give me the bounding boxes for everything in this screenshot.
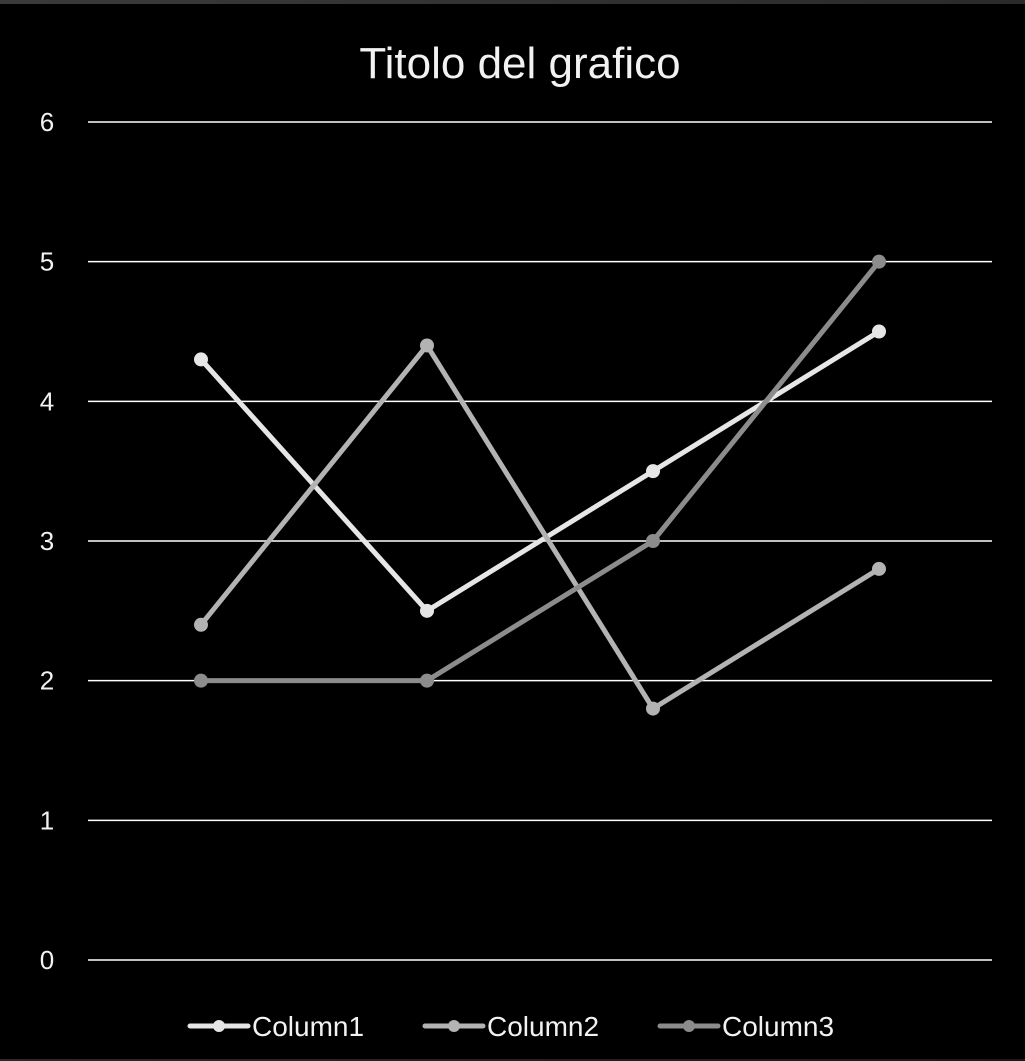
chart-title: Titolo del grafico: [359, 39, 680, 88]
data-point: [194, 617, 208, 632]
data-point: [872, 561, 886, 576]
legend: Column1 Column2 Column3: [187, 1011, 834, 1042]
legend-point-marker: [448, 1020, 460, 1032]
data-point: [194, 673, 208, 688]
y-tick-label: 0: [40, 945, 54, 975]
legend-item: Column1: [187, 1011, 364, 1042]
y-tick-label: 5: [40, 247, 54, 277]
data-point: [420, 603, 434, 618]
y-tick-label: 3: [40, 526, 54, 556]
legend-item: Column3: [657, 1011, 834, 1042]
legend-label: Column1: [252, 1011, 364, 1042]
legend-label: Column3: [722, 1011, 834, 1042]
series-line: [198, 342, 882, 712]
data-point: [646, 701, 660, 716]
y-tick-label: 6: [40, 107, 54, 137]
legend-label: Column2: [487, 1011, 599, 1042]
y-tick-label: 2: [40, 666, 54, 696]
series-1: [194, 324, 886, 618]
legend-point-marker: [683, 1020, 695, 1032]
y-tick-label: 1: [40, 805, 54, 835]
data-point: [872, 254, 886, 269]
data-point: [420, 338, 434, 353]
series-3: [194, 254, 886, 688]
y-tick-label: 4: [40, 386, 54, 416]
data-point: [646, 464, 660, 479]
data-point: [872, 324, 886, 339]
series-lines: [194, 254, 886, 716]
legend-point-marker: [213, 1020, 225, 1032]
data-point: [646, 534, 660, 548]
series-line: [198, 329, 882, 614]
data-point: [194, 352, 208, 367]
data-point: [420, 673, 434, 688]
legend-item: Column2: [422, 1011, 599, 1042]
y-axis-ticks: 0 1 2 3 4 5 6: [40, 107, 54, 975]
series-2: [194, 338, 886, 716]
series-line: [198, 259, 882, 684]
